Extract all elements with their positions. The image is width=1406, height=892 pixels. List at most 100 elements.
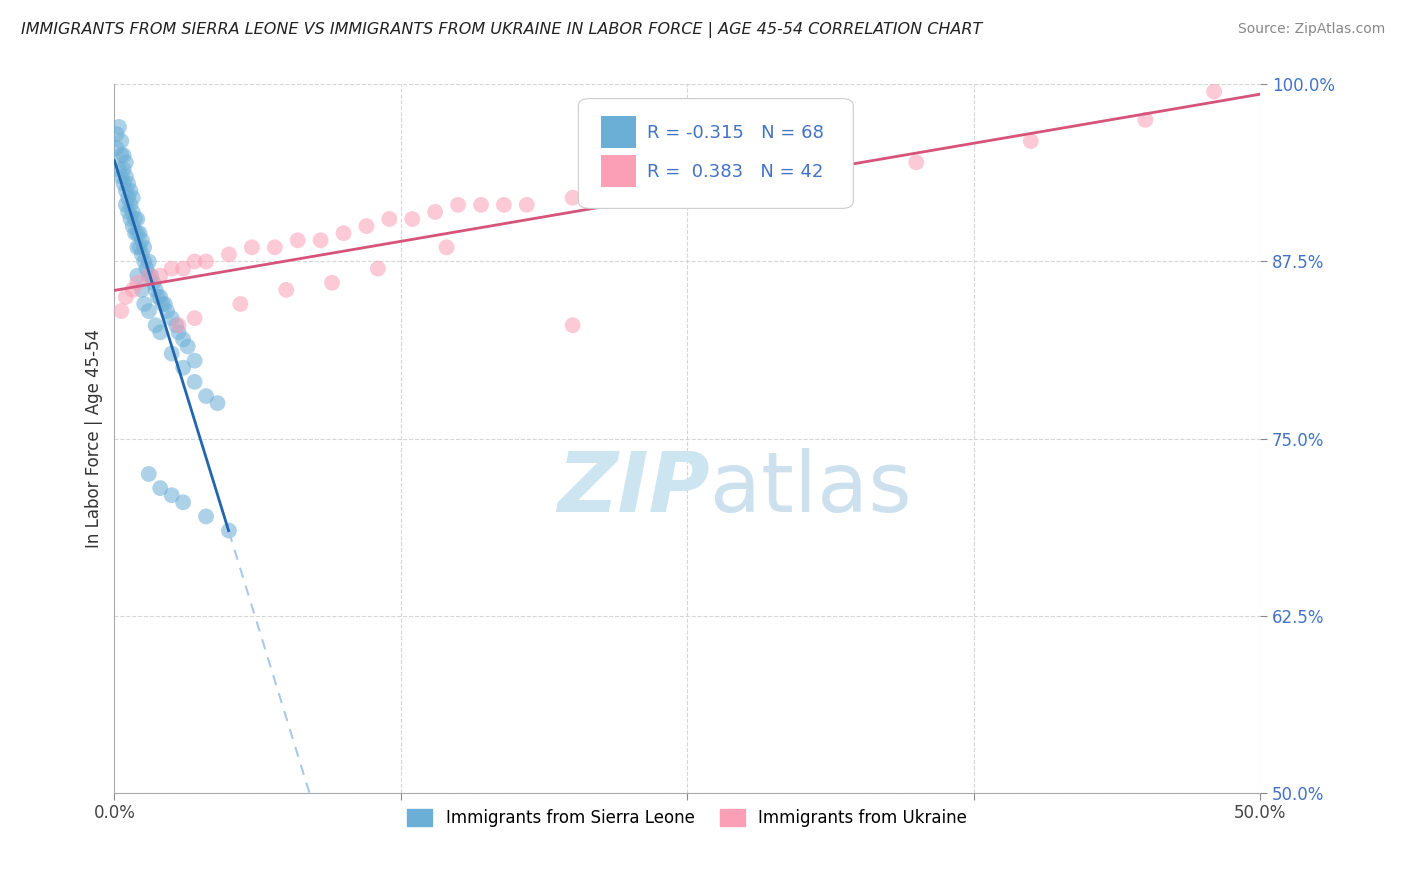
Point	[131, 233, 153, 247]
Point	[134, 254, 156, 268]
Point	[160, 488, 183, 502]
Point	[287, 233, 309, 247]
Point	[160, 261, 183, 276]
Point	[160, 311, 183, 326]
Point	[745, 169, 768, 184]
Point	[152, 297, 174, 311]
Point	[195, 509, 218, 524]
Point	[128, 226, 150, 240]
Point	[138, 254, 160, 268]
Point	[172, 261, 194, 276]
Point	[135, 261, 157, 276]
Point	[120, 198, 142, 212]
Point	[110, 169, 132, 184]
Point	[218, 247, 240, 261]
Point	[108, 162, 131, 177]
Point	[1019, 134, 1042, 148]
Point	[145, 283, 167, 297]
Point	[195, 254, 218, 268]
Point	[149, 481, 172, 495]
Point	[105, 127, 128, 141]
Point	[131, 247, 153, 261]
Point	[183, 311, 205, 326]
Point	[138, 268, 160, 283]
Point	[134, 240, 156, 254]
Point	[115, 155, 138, 169]
Point	[145, 318, 167, 333]
Point	[401, 212, 423, 227]
Point	[470, 198, 492, 212]
Point	[121, 283, 143, 297]
Point	[149, 268, 172, 283]
Point	[138, 304, 160, 318]
Point	[127, 226, 149, 240]
Point	[195, 389, 218, 403]
Point	[492, 198, 515, 212]
Point	[172, 495, 194, 509]
Point	[112, 162, 135, 177]
Point	[905, 155, 928, 169]
Point	[177, 339, 200, 353]
Point	[447, 198, 470, 212]
Point	[108, 120, 131, 134]
Point	[149, 290, 172, 304]
FancyBboxPatch shape	[602, 155, 636, 187]
Point	[607, 191, 630, 205]
Point	[124, 212, 146, 227]
Point	[138, 268, 160, 283]
Point	[367, 261, 389, 276]
Point	[183, 375, 205, 389]
Text: IMMIGRANTS FROM SIERRA LEONE VS IMMIGRANTS FROM UKRAINE IN LABOR FORCE | AGE 45-: IMMIGRANTS FROM SIERRA LEONE VS IMMIGRAN…	[21, 22, 983, 38]
Point	[790, 169, 813, 184]
Text: Source: ZipAtlas.com: Source: ZipAtlas.com	[1237, 22, 1385, 37]
Y-axis label: In Labor Force | Age 45-54: In Labor Force | Age 45-54	[86, 329, 103, 548]
Point	[110, 304, 132, 318]
Point	[124, 226, 146, 240]
Point	[436, 240, 458, 254]
Point	[183, 353, 205, 368]
Text: atlas: atlas	[710, 448, 912, 529]
Point	[356, 219, 378, 233]
Point	[121, 219, 143, 233]
Point	[115, 198, 138, 212]
Point	[139, 268, 162, 283]
Point	[561, 318, 583, 333]
FancyBboxPatch shape	[602, 116, 636, 148]
Point	[321, 276, 343, 290]
Point	[127, 212, 149, 227]
Point	[138, 467, 160, 481]
Legend: Immigrants from Sierra Leone, Immigrants from Ukraine: Immigrants from Sierra Leone, Immigrants…	[401, 803, 973, 834]
Point	[378, 212, 401, 227]
Point	[240, 240, 263, 254]
Point	[167, 326, 190, 340]
Point	[425, 205, 447, 219]
FancyBboxPatch shape	[578, 99, 853, 209]
Point	[120, 212, 142, 227]
Point	[120, 184, 142, 198]
Point	[332, 226, 354, 240]
Point	[115, 169, 138, 184]
Point	[218, 524, 240, 538]
Point	[183, 254, 205, 268]
Point	[699, 184, 721, 198]
Point	[127, 240, 149, 254]
Point	[112, 148, 135, 162]
Point	[229, 297, 252, 311]
Point	[207, 396, 229, 410]
Point	[128, 240, 150, 254]
Text: R = -0.315   N = 68: R = -0.315 N = 68	[647, 124, 824, 142]
Point	[652, 177, 675, 191]
Point	[115, 184, 138, 198]
Point	[134, 297, 156, 311]
Point	[112, 177, 135, 191]
Point	[172, 360, 194, 375]
Point	[149, 326, 172, 340]
Point	[105, 141, 128, 155]
Point	[115, 290, 138, 304]
Point	[131, 283, 153, 297]
Point	[309, 233, 332, 247]
Point	[156, 304, 179, 318]
Point	[110, 148, 132, 162]
Point	[276, 283, 298, 297]
Point	[121, 205, 143, 219]
